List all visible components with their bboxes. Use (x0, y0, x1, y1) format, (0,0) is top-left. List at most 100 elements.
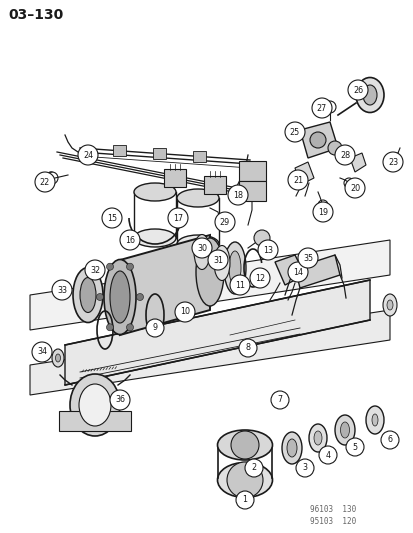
Circle shape (126, 324, 133, 331)
Circle shape (214, 212, 235, 232)
Text: 23: 23 (387, 157, 397, 166)
Polygon shape (294, 255, 339, 288)
Text: 13: 13 (262, 246, 272, 254)
Ellipse shape (80, 278, 96, 312)
Circle shape (136, 294, 143, 301)
Text: 7: 7 (277, 395, 282, 405)
Circle shape (35, 172, 55, 192)
Circle shape (311, 98, 331, 118)
Circle shape (295, 459, 313, 477)
Text: 24: 24 (83, 150, 93, 159)
Text: 03–130: 03–130 (8, 8, 63, 22)
Text: 31: 31 (212, 255, 223, 264)
Circle shape (226, 462, 262, 498)
Text: 3: 3 (302, 464, 307, 472)
Ellipse shape (110, 271, 130, 323)
Circle shape (168, 208, 188, 228)
Circle shape (309, 132, 325, 148)
Text: 36: 36 (115, 395, 125, 405)
Circle shape (287, 170, 307, 190)
Text: 14: 14 (292, 268, 302, 277)
Text: 20: 20 (349, 183, 359, 192)
Polygon shape (30, 310, 389, 395)
Text: 8: 8 (245, 343, 250, 352)
Polygon shape (120, 235, 209, 335)
Ellipse shape (79, 384, 111, 426)
Polygon shape (30, 240, 389, 330)
Text: 26: 26 (352, 85, 362, 94)
Circle shape (32, 342, 52, 362)
Ellipse shape (217, 463, 272, 497)
Circle shape (327, 141, 341, 155)
Circle shape (347, 80, 367, 100)
Text: 33: 33 (57, 286, 67, 295)
Polygon shape (299, 122, 337, 158)
Text: 34: 34 (37, 348, 47, 357)
Circle shape (106, 263, 113, 270)
Circle shape (110, 390, 130, 410)
Ellipse shape (223, 242, 245, 294)
Ellipse shape (55, 354, 60, 362)
Circle shape (287, 262, 307, 282)
Circle shape (312, 202, 332, 222)
Text: 32: 32 (90, 265, 100, 274)
Text: 27: 27 (316, 103, 326, 112)
Circle shape (146, 319, 164, 337)
FancyBboxPatch shape (204, 176, 225, 194)
Text: 4: 4 (325, 450, 330, 459)
Text: 17: 17 (173, 214, 183, 222)
Text: 35: 35 (302, 254, 312, 262)
Circle shape (96, 294, 103, 301)
Ellipse shape (217, 430, 272, 460)
Text: 21: 21 (292, 175, 302, 184)
Circle shape (230, 275, 249, 295)
Text: 11: 11 (235, 280, 244, 289)
Ellipse shape (382, 294, 396, 316)
Text: 1: 1 (242, 496, 247, 505)
Polygon shape (294, 162, 313, 185)
Text: 10: 10 (180, 308, 190, 317)
FancyBboxPatch shape (59, 411, 131, 431)
Polygon shape (349, 153, 365, 172)
Circle shape (382, 152, 402, 172)
Circle shape (175, 302, 195, 322)
FancyBboxPatch shape (153, 148, 166, 159)
Circle shape (257, 240, 277, 260)
Text: 16: 16 (125, 236, 135, 245)
FancyBboxPatch shape (238, 181, 266, 201)
Text: 95103  120: 95103 120 (309, 518, 356, 527)
Circle shape (230, 431, 259, 459)
FancyBboxPatch shape (238, 161, 266, 181)
Text: 19: 19 (317, 207, 327, 216)
Circle shape (271, 391, 288, 409)
Text: 6: 6 (387, 435, 392, 445)
Ellipse shape (386, 300, 392, 310)
Ellipse shape (70, 374, 120, 436)
Circle shape (344, 178, 364, 198)
Polygon shape (274, 255, 304, 285)
Ellipse shape (313, 431, 321, 445)
Circle shape (249, 268, 269, 288)
Text: 96103  130: 96103 130 (309, 505, 356, 514)
Ellipse shape (308, 424, 326, 452)
Ellipse shape (214, 246, 230, 280)
Ellipse shape (365, 406, 383, 434)
Ellipse shape (355, 77, 383, 112)
Circle shape (126, 263, 133, 270)
Circle shape (338, 149, 344, 155)
FancyBboxPatch shape (113, 144, 126, 156)
Text: 5: 5 (351, 442, 357, 451)
Circle shape (345, 438, 363, 456)
Ellipse shape (73, 268, 103, 322)
Ellipse shape (104, 260, 136, 335)
Ellipse shape (177, 189, 218, 207)
Circle shape (78, 145, 98, 165)
FancyBboxPatch shape (193, 151, 206, 162)
Text: 15: 15 (107, 214, 117, 222)
Polygon shape (65, 280, 369, 385)
Circle shape (318, 446, 336, 464)
Circle shape (254, 230, 269, 246)
Circle shape (207, 250, 228, 270)
Circle shape (238, 339, 256, 357)
Ellipse shape (134, 183, 176, 201)
